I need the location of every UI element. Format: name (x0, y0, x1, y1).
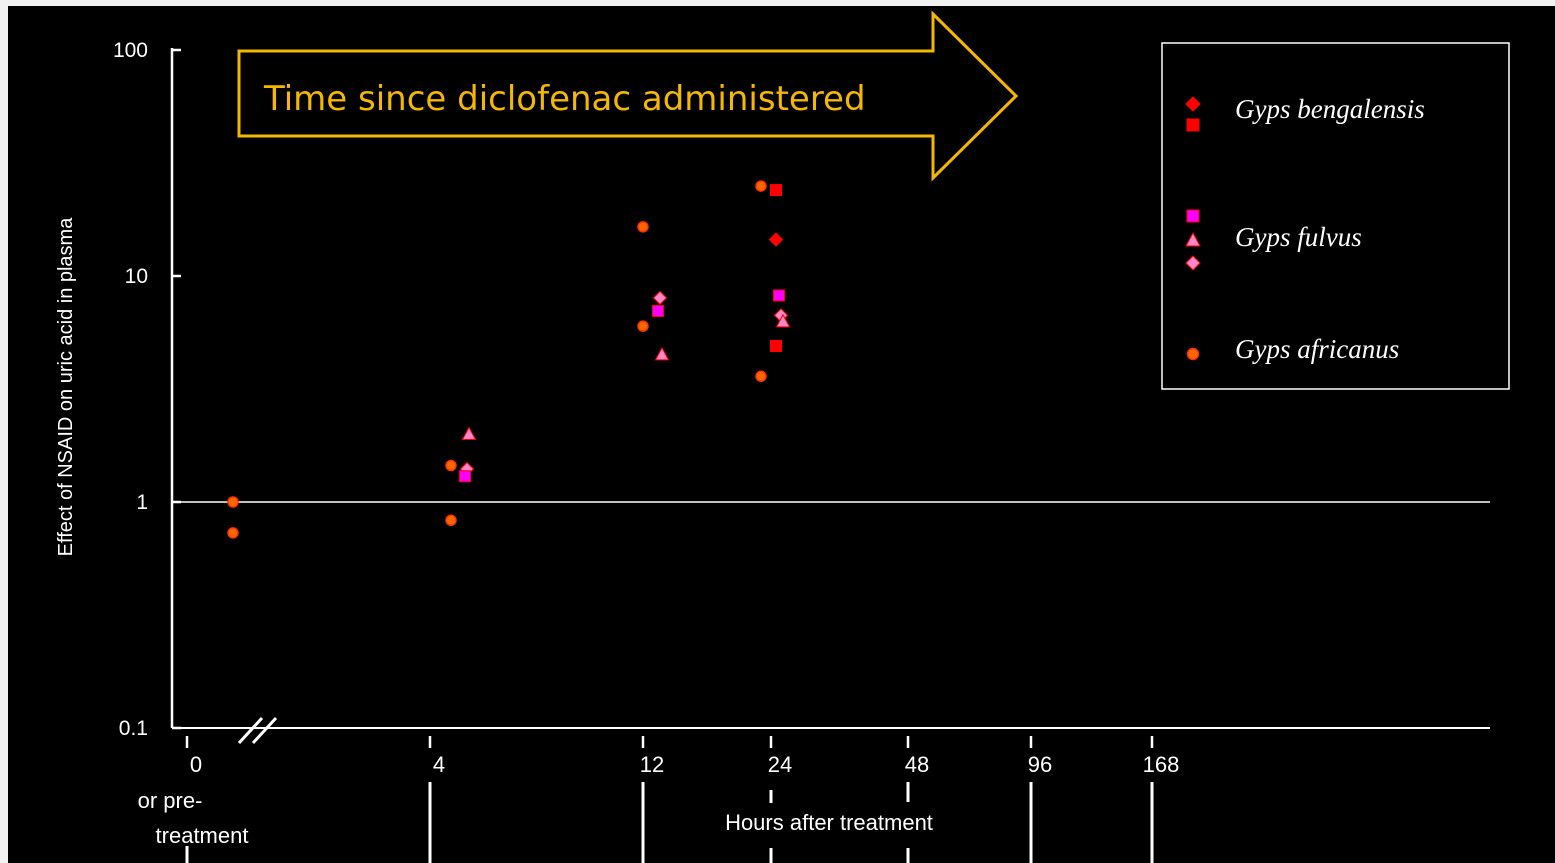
data-point (652, 305, 664, 318)
axis-break-mark (237, 716, 264, 745)
legend-label: Gyps bengalensis (1235, 94, 1425, 124)
legend-marker (1185, 96, 1201, 112)
data-points (227, 180, 791, 539)
data-point (459, 470, 471, 483)
y-axis-label: Effect of NSAID on uric acid in plasma (55, 217, 77, 557)
data-point (445, 514, 457, 527)
data-point (637, 221, 649, 233)
legend-label: Gyps fulvus (1235, 222, 1362, 252)
annotation-arrow: Time since diclofenac administered (237, 10, 1019, 182)
data-point (755, 180, 767, 192)
arrow-label: Time since diclofenac administered (263, 79, 866, 119)
data-point (654, 346, 670, 361)
x-pre-label-line1: or pre- (138, 788, 203, 813)
axes: 0.1 1 10 100 0 4 12 24 48 96 168 (113, 39, 1490, 777)
x-pre-label-line2: treatment (156, 823, 249, 848)
legend-marker (1185, 231, 1201, 247)
legend-box (1161, 42, 1510, 390)
data-point (755, 370, 767, 383)
x-axis-label: Hours after treatment (725, 810, 933, 835)
data-point (770, 184, 782, 197)
data-point (768, 232, 784, 247)
x-tick-label: 96 (1028, 752, 1052, 777)
y-tick-label: 10 (125, 265, 148, 288)
x-group-dividers (185, 782, 1154, 863)
legend: Gyps bengalensis Gyps fulvus Gyps africanu… (1161, 42, 1510, 390)
y-tick-label: 100 (113, 39, 148, 62)
x-tick-label: 0 (190, 752, 202, 777)
data-point (775, 313, 791, 328)
data-point (227, 527, 239, 539)
x-tick-label: 4 (433, 752, 445, 777)
axis-break-mark (251, 716, 278, 745)
legend-marker (1185, 255, 1201, 271)
x-tick-label: 168 (1143, 752, 1180, 777)
arrow-shape (237, 10, 1019, 182)
data-point (773, 289, 785, 302)
data-point (637, 320, 649, 332)
data-point (652, 290, 668, 306)
x-tick-label: 24 (768, 752, 792, 777)
legend-label: Gyps africanus (1235, 334, 1399, 364)
x-tick-label: 12 (640, 752, 664, 777)
y-tick-label: 1 (136, 491, 148, 514)
legend-marker (1186, 347, 1200, 361)
y-tick-label: 0.1 (119, 717, 148, 740)
data-point (770, 340, 782, 353)
x-tick-label: 48 (905, 752, 929, 777)
legend-marker (1186, 209, 1200, 223)
legend-marker (1186, 118, 1200, 132)
data-point (227, 496, 239, 508)
data-point (461, 426, 477, 440)
data-point (445, 459, 457, 472)
